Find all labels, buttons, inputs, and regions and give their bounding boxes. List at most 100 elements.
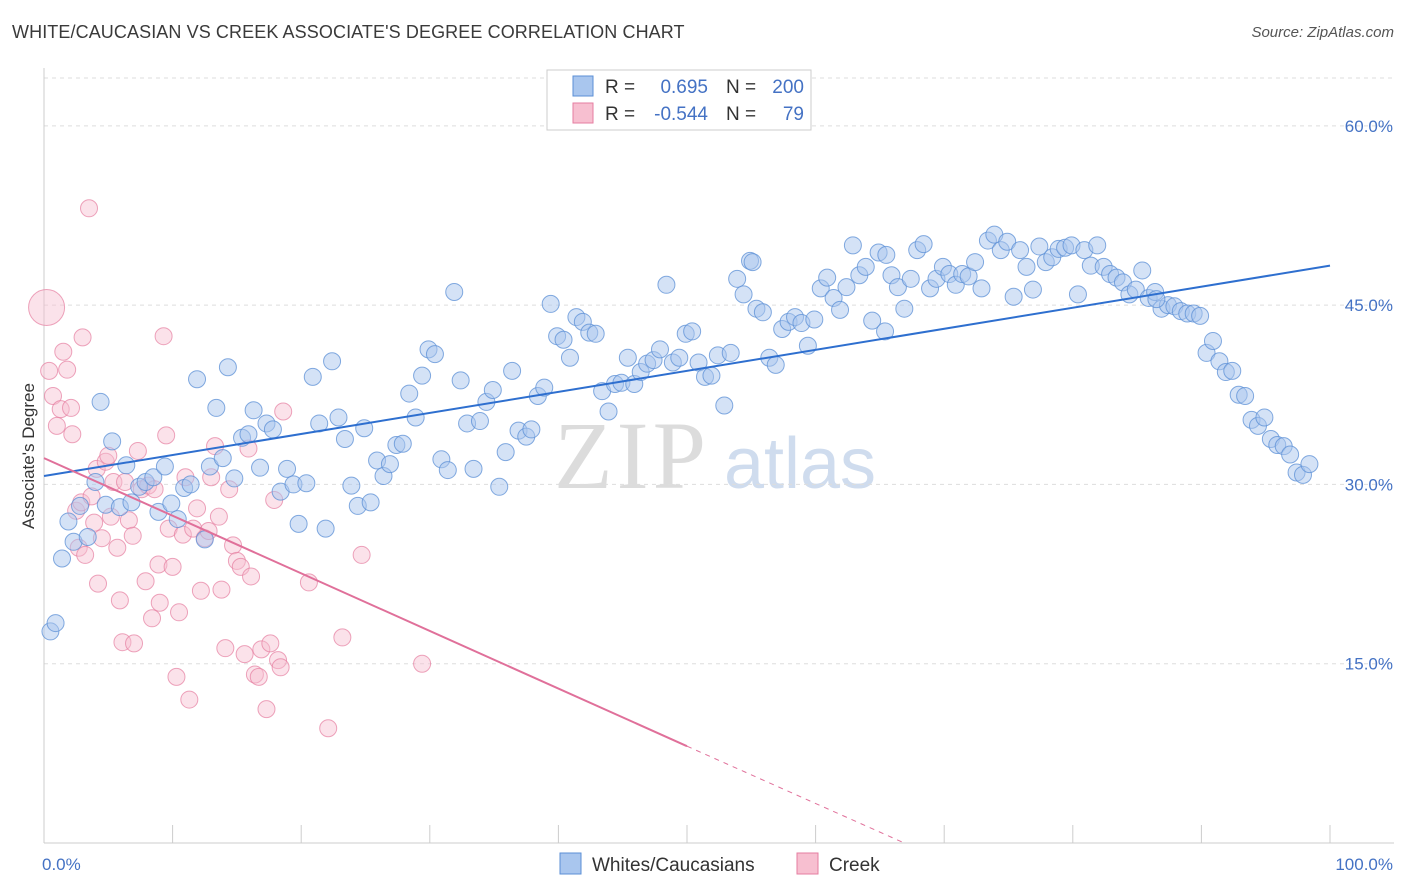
white-caucasian-point [53, 549, 72, 568]
white-caucasian-point [914, 235, 933, 254]
legend-swatch-blue [572, 75, 594, 97]
white-caucasian-point [843, 236, 862, 255]
y-tick-labels: 15.0% 30.0% 45.0% 60.0% [1345, 117, 1393, 674]
white-caucasian-point [483, 380, 502, 399]
creek-point [352, 545, 371, 564]
creek-point [123, 526, 142, 545]
white-caucasian-point [413, 366, 432, 385]
creek-point [44, 386, 63, 405]
creek-point [249, 667, 268, 686]
white-caucasian-point [734, 285, 753, 304]
white-caucasian-point [1191, 306, 1210, 325]
white-caucasian-point [670, 348, 689, 367]
creek-point [128, 441, 147, 460]
white-caucasian-point [451, 371, 470, 390]
creek-point [63, 425, 82, 444]
white-caucasian-point [278, 459, 297, 478]
white-caucasian-point [650, 340, 669, 359]
white-caucasian-point [78, 528, 97, 546]
white-caucasian-point [464, 459, 483, 478]
creek-point [62, 398, 81, 417]
white-caucasian-point [400, 384, 419, 403]
white-caucasian-point [103, 432, 122, 451]
white-caucasian-point [155, 457, 174, 476]
white-caucasian-point [876, 322, 895, 341]
creek-point [125, 634, 144, 653]
creek-point [167, 667, 186, 686]
bottom-legend-swatch-pink [796, 852, 819, 875]
white-caucasian-points [41, 225, 1319, 641]
creek-point [47, 416, 66, 435]
white-caucasian-point [554, 330, 573, 349]
y-tick-label: 15.0% [1345, 655, 1393, 674]
white-caucasian-point [702, 366, 721, 385]
white-caucasian-point [522, 420, 541, 439]
white-caucasian-point [728, 269, 747, 288]
legend-n-value-blue: 200 [772, 77, 804, 98]
creek-point [73, 328, 92, 347]
axes [43, 68, 1394, 844]
creek-point [180, 690, 199, 709]
white-caucasian-point [1004, 287, 1023, 306]
watermark-zip: ZIP [554, 402, 710, 509]
white-caucasian-point [406, 408, 425, 427]
white-caucasian-point [218, 358, 237, 377]
creek-point [136, 572, 155, 591]
white-caucasian-point [329, 408, 348, 427]
white-caucasian-point [560, 348, 579, 367]
y-tick-label: 45.0% [1345, 296, 1393, 315]
creek-point [54, 342, 73, 361]
white-caucasian-point [901, 269, 920, 288]
bottom-legend-label-blue: Whites/Caucasians [592, 855, 755, 876]
y-axis-label: Associate's Degree [19, 383, 38, 529]
white-caucasian-point [71, 496, 90, 515]
creek-point [413, 654, 432, 673]
x-tick-label: 0.0% [42, 855, 81, 874]
legend-swatch-pink [572, 102, 594, 124]
white-caucasian-point [225, 469, 244, 488]
white-caucasian-point [438, 461, 457, 480]
white-caucasian-point [289, 514, 308, 533]
white-caucasian-point [244, 401, 263, 420]
white-caucasian-point [1088, 236, 1107, 255]
creek-point [271, 658, 290, 677]
creek-point [108, 538, 127, 557]
white-caucasian-point [1068, 285, 1087, 304]
white-caucasian-point [831, 300, 850, 319]
x-tick-labels: 0.0% 100.0% [42, 855, 1393, 874]
legend-n-label-pink: N = [726, 104, 756, 125]
white-caucasian-point [721, 343, 740, 362]
creek-point [89, 574, 108, 593]
white-caucasian-point [188, 370, 207, 389]
white-caucasian-point [303, 367, 322, 386]
white-caucasian-point [335, 429, 354, 448]
white-caucasian-point [496, 443, 515, 462]
white-caucasian-point [856, 257, 875, 276]
white-caucasian-point [863, 311, 882, 330]
white-caucasian-point [162, 494, 181, 513]
creek-point [28, 289, 66, 326]
creek-point [157, 426, 176, 445]
white-caucasian-point [1236, 386, 1255, 405]
white-caucasian-point [91, 392, 110, 411]
white-caucasian-point [1030, 237, 1049, 256]
white-caucasian-point [1017, 257, 1036, 276]
creek-point [252, 640, 271, 659]
white-caucasian-point [743, 253, 762, 272]
creek-point [110, 591, 129, 610]
white-caucasian-point [966, 253, 985, 272]
creek-point [149, 555, 168, 574]
bottom-legend-swatch-blue [559, 852, 582, 875]
white-caucasian-point [888, 278, 907, 297]
white-caucasian-point [818, 268, 837, 287]
creek-point [274, 402, 293, 421]
legend-r-label-pink: R = [605, 104, 635, 125]
white-caucasian-point [1255, 408, 1274, 427]
white-caucasian-point [503, 361, 522, 380]
creek-point [170, 603, 189, 622]
chart-source: Source: ZipAtlas.com [1251, 24, 1394, 41]
white-caucasian-point [766, 355, 785, 374]
white-caucasian-point [657, 275, 676, 294]
white-caucasian-point [470, 412, 489, 431]
